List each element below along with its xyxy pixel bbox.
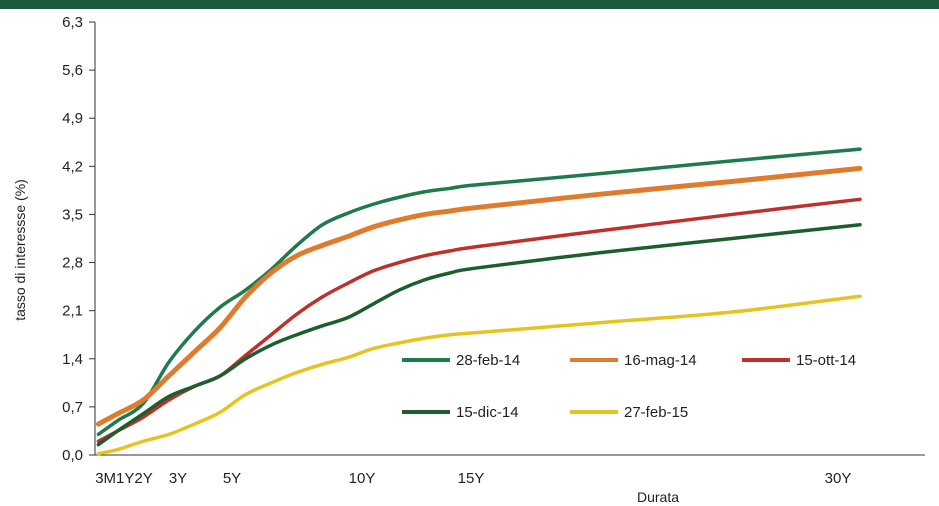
series-line-15-dic-14 [96, 223, 862, 447]
x-tick-label: 15Y [458, 470, 485, 487]
legend-label-16-mag-14: 16-mag-14 [624, 352, 697, 369]
series-line-15-ott-14 [96, 197, 862, 444]
series-line-28-feb-14 [96, 147, 862, 437]
x-tick-label: 3M1Y2Y [95, 470, 153, 487]
y-tick-label: 3,5 [62, 206, 83, 223]
y-tick-label: 4,9 [62, 110, 83, 127]
y-tick-label: 2,8 [62, 255, 83, 272]
x-tick-label: 3Y [169, 470, 187, 487]
y-tick-label: 6,3 [62, 14, 83, 31]
y-tick-label: 0,0 [62, 447, 83, 464]
y-tick-label: 0,7 [62, 399, 83, 416]
series-line-27-feb-15 [96, 294, 862, 456]
x-tick-label: 5Y [223, 470, 241, 487]
y-tick-label: 5,6 [62, 62, 83, 79]
legend-label-15-ott-14: 15-ott-14 [796, 352, 856, 369]
legend-label-15-dic-14: 15-dic-14 [456, 404, 519, 421]
x-tick-label: 30Y [825, 470, 852, 487]
y-axis-title: tasso di interessse (%) [12, 179, 28, 321]
legend-label-28-feb-14: 28-feb-14 [456, 352, 520, 369]
y-tick-label: 2,1 [62, 303, 83, 320]
x-axis-title: Durata [637, 489, 679, 505]
series-line-16-mag-14 [95, 165, 863, 427]
top-banner-bar [0, 0, 939, 9]
y-tick-label: 1,4 [62, 351, 83, 368]
x-tick-label: 10Y [349, 470, 376, 487]
legend-label-27-feb-15: 27-feb-15 [624, 404, 688, 421]
y-tick-label: 4,2 [62, 158, 83, 175]
